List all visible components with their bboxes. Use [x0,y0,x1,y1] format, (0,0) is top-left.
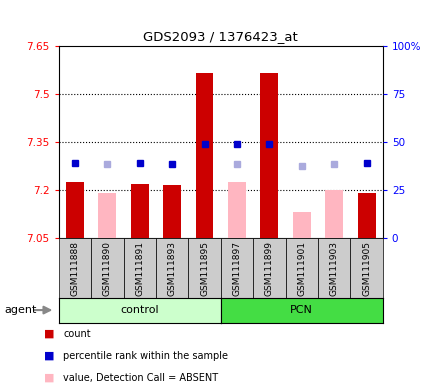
FancyBboxPatch shape [188,238,220,298]
FancyBboxPatch shape [156,238,188,298]
Bar [325,190,342,238]
Text: ■: ■ [43,329,54,339]
Text: GSM111890: GSM111890 [102,241,112,296]
Text: control: control [120,305,159,315]
FancyBboxPatch shape [91,238,123,298]
FancyBboxPatch shape [285,238,317,298]
Text: agent: agent [4,305,36,315]
Bar [195,73,213,238]
Bar [260,73,278,238]
Title: GDS2093 / 1376423_at: GDS2093 / 1376423_at [143,30,297,43]
Text: GSM111895: GSM111895 [200,241,209,296]
FancyBboxPatch shape [317,238,350,298]
Text: ■: ■ [43,373,54,383]
Text: GSM111891: GSM111891 [135,241,144,296]
Bar [357,193,375,238]
FancyBboxPatch shape [59,238,91,298]
Text: PCN: PCN [289,305,312,315]
Bar [98,193,116,238]
Text: GSM111901: GSM111901 [296,241,306,296]
FancyBboxPatch shape [350,238,382,298]
Text: GSM111903: GSM111903 [329,241,338,296]
FancyBboxPatch shape [253,238,285,298]
Text: ■: ■ [43,351,54,361]
Text: value, Detection Call = ABSENT: value, Detection Call = ABSENT [63,373,218,383]
Bar [292,212,310,238]
FancyBboxPatch shape [220,238,253,298]
Text: count: count [63,329,91,339]
Bar [227,182,245,238]
Text: GSM111893: GSM111893 [167,241,176,296]
Bar [66,182,84,238]
FancyBboxPatch shape [123,238,156,298]
Text: GSM111888: GSM111888 [70,241,79,296]
Text: GSM111899: GSM111899 [264,241,273,296]
Text: GSM111905: GSM111905 [361,241,370,296]
Text: GSM111897: GSM111897 [232,241,241,296]
Bar [163,185,181,238]
Text: percentile rank within the sample: percentile rank within the sample [63,351,227,361]
Bar [131,184,148,238]
